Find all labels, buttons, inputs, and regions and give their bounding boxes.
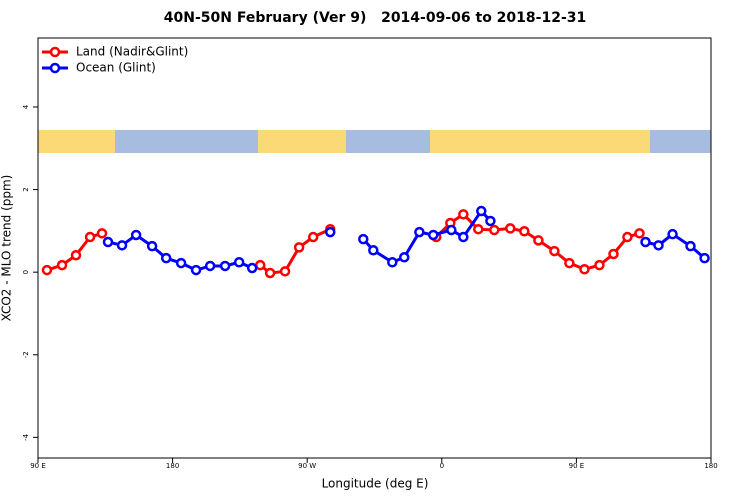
y-tick-label: 4: [22, 104, 30, 109]
data-point: [505, 223, 516, 234]
x-tick-label: 180: [166, 462, 179, 470]
data-point: [190, 264, 202, 276]
data-point: [458, 209, 469, 220]
data-point: [489, 224, 500, 236]
data-point: [699, 252, 710, 264]
data-point: [56, 259, 68, 271]
legend-label: Land (Nadir&Glint): [76, 45, 188, 59]
data-point: [685, 240, 696, 252]
x-tick-label: 90 E: [569, 462, 585, 470]
data-point: [130, 229, 142, 241]
data-point: [233, 256, 245, 268]
data-point: [279, 266, 291, 277]
data-point: [102, 236, 114, 248]
data-point: [458, 231, 469, 243]
data-point: [622, 231, 633, 243]
data-point: [264, 267, 276, 279]
map-land: [430, 130, 650, 153]
data-point: [96, 228, 108, 239]
data-point: [368, 245, 379, 256]
data-point: [204, 260, 216, 272]
data-point: [476, 205, 487, 217]
data-point: [533, 235, 544, 246]
x-tick-label: 90 E: [30, 462, 46, 470]
data-point: [293, 242, 305, 253]
series-line: [46, 212, 640, 275]
data-point: [564, 257, 575, 269]
y-tick-label: 0: [22, 270, 30, 274]
data-point: [70, 249, 82, 261]
data-point: [485, 215, 496, 227]
x-tick-label: 180: [704, 462, 717, 470]
data-point: [358, 233, 369, 245]
data-point: [549, 245, 560, 257]
map-land: [258, 130, 346, 153]
data-point: [146, 240, 158, 252]
data-point: [519, 226, 530, 237]
x-tick-label: 90 W: [298, 462, 316, 470]
data-point: [399, 252, 410, 263]
data-point: [160, 252, 172, 264]
data-point: [579, 264, 590, 275]
map-land: [38, 130, 115, 153]
data-point: [653, 240, 664, 251]
chart-title: 40N-50N February (Ver 9) 2014-09-06 to 2…: [164, 10, 586, 26]
legend-marker: [49, 62, 61, 74]
data-point: [446, 224, 457, 236]
data-point: [640, 236, 651, 248]
data-point: [414, 226, 425, 238]
map-band: [38, 130, 711, 153]
plot-frame: [37, 37, 712, 459]
data-point: [667, 228, 678, 240]
data-point: [608, 248, 619, 260]
y-tick-label: -2: [22, 351, 30, 358]
data-point: [116, 240, 128, 251]
data-point: [324, 226, 336, 238]
data-point: [246, 262, 258, 274]
data-point: [594, 259, 605, 271]
data-point: [634, 228, 645, 239]
y-axis-label: XCO2 - MLO trend (ppm): [0, 175, 14, 322]
data-point: [254, 259, 266, 271]
legend-label: Ocean (Glint): [76, 61, 156, 75]
y-tick-label: 2: [22, 187, 30, 191]
data-point: [84, 231, 96, 243]
legend-marker: [49, 46, 61, 58]
data-point: [428, 229, 439, 241]
x-axis-label: Longitude (deg E): [322, 477, 429, 491]
data-point: [175, 257, 187, 269]
data-point: [473, 223, 484, 235]
x-tick-label: 0: [440, 462, 444, 470]
data-point: [387, 256, 398, 268]
data-point: [41, 264, 53, 276]
y-tick-label: -4: [22, 433, 30, 441]
data-point: [307, 231, 319, 243]
data-point: [219, 260, 231, 272]
